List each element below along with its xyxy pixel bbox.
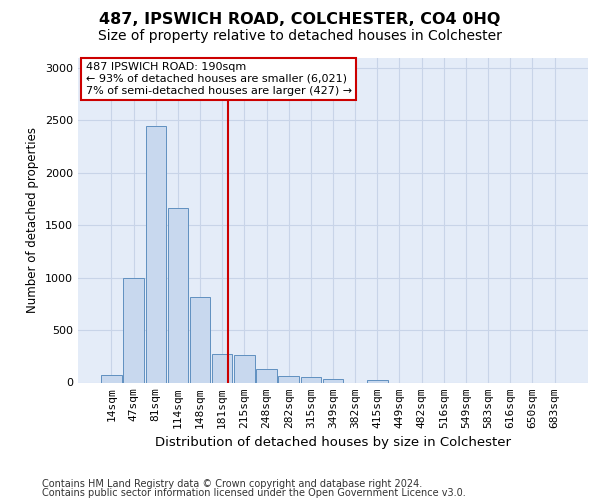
Bar xyxy=(190,296,210,382)
Bar xyxy=(278,376,299,382)
Text: 487 IPSWICH ROAD: 190sqm
← 93% of detached houses are smaller (6,021)
7% of semi: 487 IPSWICH ROAD: 190sqm ← 93% of detach… xyxy=(86,62,352,96)
Text: Contains public sector information licensed under the Open Government Licence v3: Contains public sector information licen… xyxy=(42,488,466,498)
X-axis label: Distribution of detached houses by size in Colchester: Distribution of detached houses by size … xyxy=(155,436,511,449)
Bar xyxy=(101,375,122,382)
Bar xyxy=(234,354,254,382)
Bar xyxy=(323,380,343,382)
Bar xyxy=(367,380,388,382)
Bar xyxy=(146,126,166,382)
Bar xyxy=(212,354,232,382)
Text: 487, IPSWICH ROAD, COLCHESTER, CO4 0HQ: 487, IPSWICH ROAD, COLCHESTER, CO4 0HQ xyxy=(100,12,500,28)
Bar xyxy=(301,376,321,382)
Bar xyxy=(124,278,144,382)
Text: Size of property relative to detached houses in Colchester: Size of property relative to detached ho… xyxy=(98,29,502,43)
Text: Contains HM Land Registry data © Crown copyright and database right 2024.: Contains HM Land Registry data © Crown c… xyxy=(42,479,422,489)
Bar xyxy=(167,208,188,382)
Bar xyxy=(256,370,277,382)
Y-axis label: Number of detached properties: Number of detached properties xyxy=(26,127,40,313)
